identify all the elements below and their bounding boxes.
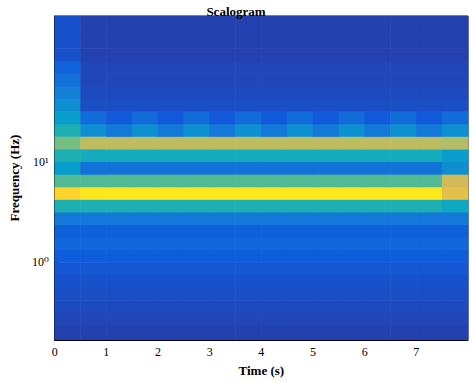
svg-text:1: 1	[103, 345, 109, 359]
svg-text:2: 2	[155, 345, 161, 359]
svg-text:Time (s): Time (s)	[239, 363, 285, 378]
svg-text:5: 5	[310, 345, 316, 359]
svg-text:10¹: 10¹	[33, 155, 49, 169]
svg-text:Scalogram: Scalogram	[206, 4, 265, 19]
svg-text:6: 6	[362, 345, 368, 359]
svg-text:10⁰: 10⁰	[32, 255, 49, 269]
svg-text:4: 4	[258, 345, 264, 359]
svg-text:Frequency (Hz): Frequency (Hz)	[7, 135, 22, 222]
svg-text:3: 3	[207, 345, 213, 359]
svg-text:0: 0	[52, 345, 58, 359]
svg-text:7: 7	[413, 345, 419, 359]
